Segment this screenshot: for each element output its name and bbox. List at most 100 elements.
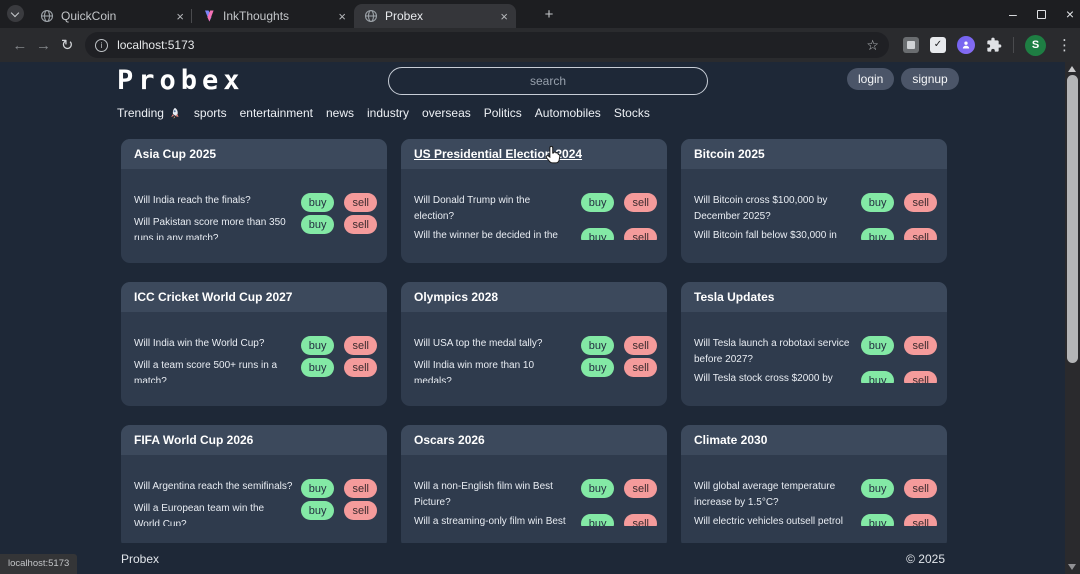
card-title[interactable]: Tesla Updates — [694, 290, 775, 304]
market-card-header[interactable]: Tesla Updates — [681, 282, 947, 312]
signup-button[interactable]: signup — [901, 68, 959, 90]
extensions-puzzle-icon[interactable] — [986, 37, 1002, 53]
bookmark-star-icon[interactable]: ☆ — [866, 36, 879, 53]
buy-button[interactable]: buy — [860, 479, 895, 498]
browser-tab[interactable]: InkThoughts × — [191, 4, 354, 28]
sell-button[interactable]: sell — [904, 228, 937, 240]
market-card-header[interactable]: Bitcoin 2025 — [681, 139, 947, 169]
buy-button[interactable]: buy — [580, 228, 615, 240]
tab-close-icon[interactable]: × — [338, 8, 346, 24]
sell-button[interactable]: sell — [904, 479, 937, 498]
nav-item[interactable]: Stocks — [614, 106, 650, 120]
browser-tab[interactable]: QuickCoin × — [30, 4, 192, 28]
market-card[interactable]: Oscars 2026 Will a non-English film win … — [401, 425, 667, 543]
buy-button[interactable]: buy — [860, 228, 895, 240]
card-title[interactable]: Climate 2030 — [694, 433, 768, 447]
nav-item[interactable]: Automobiles — [535, 106, 601, 120]
login-button[interactable]: login — [847, 68, 895, 90]
card-title[interactable]: ICC Cricket World Cup 2027 — [134, 290, 293, 304]
market-card[interactable]: Asia Cup 2025 Will India reach the final… — [121, 139, 387, 263]
sell-button[interactable]: sell — [624, 358, 657, 377]
sell-button[interactable]: sell — [904, 371, 937, 383]
buy-button[interactable]: buy — [300, 501, 335, 520]
buy-button[interactable]: buy — [580, 514, 615, 526]
market-card[interactable]: US Presidential Election 2024 Will Donal… — [401, 139, 667, 263]
window-minimize-icon[interactable]: – — [1009, 6, 1017, 22]
tab-search-chevron-icon[interactable] — [7, 5, 24, 22]
sell-button[interactable]: sell — [344, 336, 377, 355]
address-bar[interactable]: i localhost:5173 ☆ — [85, 32, 889, 58]
tab-close-icon[interactable]: × — [176, 8, 184, 24]
market-card-header[interactable]: Climate 2030 — [681, 425, 947, 455]
card-title[interactable]: Olympics 2028 — [414, 290, 499, 304]
sell-button[interactable]: sell — [624, 193, 657, 212]
nav-item[interactable]: sports — [194, 106, 227, 120]
market-card[interactable]: ICC Cricket World Cup 2027 Will India wi… — [121, 282, 387, 406]
buy-button[interactable]: buy — [860, 514, 895, 526]
buy-button[interactable]: buy — [300, 193, 335, 212]
buy-button[interactable]: buy — [300, 336, 335, 355]
market-card[interactable]: Tesla Updates Will Tesla launch a robota… — [681, 282, 947, 406]
nav-item[interactable]: Politics — [484, 106, 522, 120]
sell-button[interactable]: sell — [624, 479, 657, 498]
card-title[interactable]: Asia Cup 2025 — [134, 147, 217, 161]
page-scrollbar[interactable] — [1065, 62, 1080, 574]
market-card-header[interactable]: ICC Cricket World Cup 2027 — [121, 282, 387, 312]
buy-button[interactable]: buy — [300, 479, 335, 498]
market-card-header[interactable]: US Presidential Election 2024 — [401, 139, 667, 169]
card-title[interactable]: US Presidential Election 2024 — [414, 147, 583, 161]
site-info-icon[interactable]: i — [95, 38, 109, 52]
new-tab-button[interactable]: + — [544, 6, 554, 23]
sell-button[interactable]: sell — [904, 514, 937, 526]
buy-button[interactable]: buy — [580, 336, 615, 355]
extension-avatar-icon[interactable] — [956, 36, 975, 54]
back-icon[interactable]: ← — [12, 36, 28, 54]
market-card[interactable]: Olympics 2028 Will USA top the medal tal… — [401, 282, 667, 406]
market-card[interactable]: Bitcoin 2025 Will Bitcoin cross $100,000… — [681, 139, 947, 263]
url-text[interactable]: localhost:5173 — [117, 38, 195, 52]
market-card-header[interactable]: FIFA World Cup 2026 — [121, 425, 387, 455]
extension-check-icon[interactable]: ✓ — [929, 37, 946, 53]
extension-icon[interactable] — [902, 37, 919, 53]
buy-button[interactable]: buy — [860, 336, 895, 355]
sell-button[interactable]: sell — [344, 215, 377, 234]
market-card-header[interactable]: Olympics 2028 — [401, 282, 667, 312]
nav-item[interactable]: entertainment — [240, 106, 313, 120]
market-card-header[interactable]: Oscars 2026 — [401, 425, 667, 455]
buy-button[interactable]: buy — [580, 358, 615, 377]
buy-button[interactable]: buy — [300, 215, 335, 234]
sell-button[interactable]: sell — [344, 193, 377, 212]
sell-button[interactable]: sell — [344, 358, 377, 377]
sell-button[interactable]: sell — [624, 514, 657, 526]
reload-icon[interactable]: ↻ — [60, 37, 74, 54]
nav-item[interactable]: Trending — [117, 106, 181, 120]
nav-item[interactable]: news — [326, 106, 354, 120]
forward-icon[interactable]: → — [36, 36, 52, 54]
sell-button[interactable]: sell — [624, 228, 657, 240]
buy-button[interactable]: buy — [580, 479, 615, 498]
buy-button[interactable]: buy — [860, 371, 895, 383]
card-title[interactable]: Oscars 2026 — [414, 433, 485, 447]
window-close-icon[interactable]: × — [1065, 6, 1074, 22]
market-card[interactable]: Climate 2030 Will global average tempera… — [681, 425, 947, 543]
nav-item[interactable]: overseas — [422, 106, 471, 120]
sell-button[interactable]: sell — [624, 336, 657, 355]
search-input[interactable] — [388, 67, 708, 95]
window-restore-icon[interactable] — [1036, 9, 1046, 19]
browser-menu-icon[interactable]: ⋮ — [1056, 37, 1072, 54]
sell-button[interactable]: sell — [904, 193, 937, 212]
buy-button[interactable]: buy — [860, 193, 895, 212]
nav-item[interactable]: industry — [367, 106, 409, 120]
profile-avatar[interactable]: S — [1024, 34, 1046, 56]
scrollbar-down-icon[interactable] — [1068, 564, 1076, 570]
browser-tab[interactable]: Probex × — [354, 4, 516, 28]
card-title[interactable]: Bitcoin 2025 — [694, 147, 765, 161]
market-card-header[interactable]: Asia Cup 2025 — [121, 139, 387, 169]
buy-button[interactable]: buy — [300, 358, 335, 377]
sell-button[interactable]: sell — [904, 336, 937, 355]
sell-button[interactable]: sell — [344, 479, 377, 498]
scrollbar-up-icon[interactable] — [1068, 66, 1076, 72]
sell-button[interactable]: sell — [344, 501, 377, 520]
market-card[interactable]: FIFA World Cup 2026 Will Argentina reach… — [121, 425, 387, 543]
tab-close-icon[interactable]: × — [500, 8, 508, 24]
